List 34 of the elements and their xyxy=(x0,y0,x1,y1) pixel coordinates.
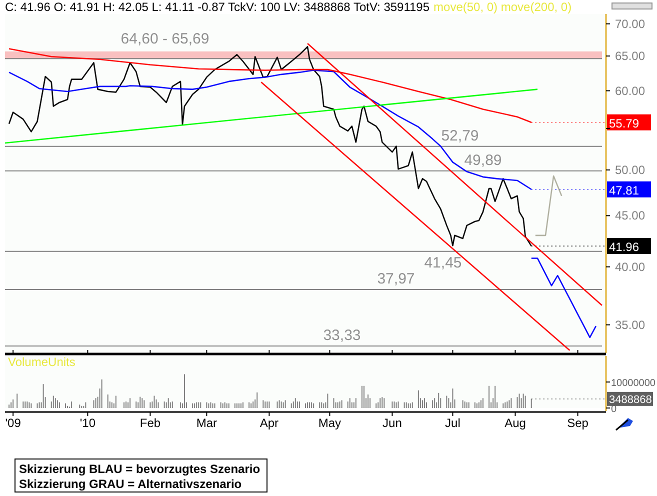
y-tick-label: 10000000 xyxy=(611,378,656,389)
text: Skizzierung BLAU = bevorzugtes Szenario xyxy=(19,462,260,476)
y-tick-label: 50.00 xyxy=(614,162,646,177)
data-label: 41.96 xyxy=(609,240,640,254)
data-label: 55.79 xyxy=(609,116,640,130)
y-tick-label: 35.00 xyxy=(614,318,646,332)
x-tick-label: Aug xyxy=(504,416,526,430)
x-tick-label: Jun xyxy=(382,416,402,430)
x-tick-label: Sep xyxy=(567,416,589,430)
x-tick-label: May xyxy=(318,416,342,430)
data-label: 3488868 xyxy=(609,394,652,406)
text: Skizzierung GRAU = Alternativszenario xyxy=(19,477,242,491)
ref-line-label: 52,79 xyxy=(441,127,479,144)
x-tick-label: Feb xyxy=(140,416,161,430)
y-tick-label: 45.00 xyxy=(614,208,646,223)
ref-line-label: 49,89 xyxy=(464,152,502,169)
x-tick-label: Apr xyxy=(260,416,279,430)
chart-title: C: 41.96 O: 41.91 H: 42.05 L: 41.11 -0.87 TckV: 100 LV: 3488868 TotV: 3591195 xyxy=(5,0,430,14)
text: move(50, 0) move(200, 0) xyxy=(434,0,572,14)
line-series xyxy=(530,258,597,338)
y-tick-label: 60.00 xyxy=(614,84,646,98)
x-tick-label: Jul xyxy=(445,416,460,430)
x-tick-label: '10 xyxy=(80,416,96,430)
ref-line-label: 41,45 xyxy=(424,254,462,272)
ref-line-label: 37,97 xyxy=(377,270,415,288)
y-tick-label: 40.00 xyxy=(614,260,646,274)
x-tick-label: '09 xyxy=(5,416,22,430)
chart-title: VolumeUnits xyxy=(8,355,76,369)
x-tick-label: Mar xyxy=(196,416,218,430)
y-tick-label: 65.00 xyxy=(614,48,646,63)
data-label: 47.81 xyxy=(609,183,640,198)
ref-line-label: 33,33 xyxy=(323,327,361,344)
y-tick-label: 70.00 xyxy=(614,16,646,31)
band-label: 64,60 - 65,69 xyxy=(120,30,210,48)
